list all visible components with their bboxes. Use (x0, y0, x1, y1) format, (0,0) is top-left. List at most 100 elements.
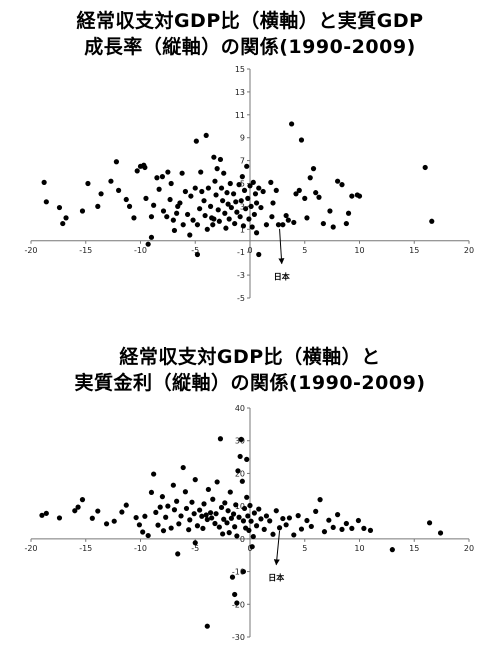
data-point (256, 185, 262, 191)
data-point (214, 166, 220, 172)
data-point (211, 216, 217, 222)
data-point (204, 226, 210, 232)
data-point (343, 220, 349, 227)
data-point (201, 198, 207, 204)
data-point (218, 504, 225, 511)
data-point (246, 216, 252, 222)
x-tick-label: -20 (24, 246, 37, 255)
data-point (215, 207, 221, 213)
data-point (276, 525, 283, 531)
data-point (134, 168, 140, 174)
data-point (136, 522, 143, 528)
data-point (339, 526, 345, 532)
data-point (199, 188, 205, 195)
data-point (253, 523, 260, 529)
data-point (194, 523, 201, 529)
data-point (165, 169, 171, 175)
data-point (194, 251, 201, 258)
data-point (142, 164, 148, 171)
data-point (192, 477, 198, 483)
y-tick-label: 11 (235, 111, 245, 120)
data-point (232, 524, 238, 530)
data-point (227, 489, 233, 495)
data-point (194, 222, 201, 228)
data-point (220, 198, 226, 204)
x-tick-label: 20 (464, 246, 474, 255)
data-point (133, 514, 139, 521)
data-point (207, 510, 214, 516)
data-point (236, 182, 242, 188)
y-tick-label: -30 (232, 633, 245, 642)
data-point (160, 208, 167, 214)
data-point (233, 502, 239, 508)
data-point (140, 529, 146, 535)
x-tick-label: -5 (191, 544, 199, 553)
data-point (426, 520, 433, 526)
data-point (267, 518, 273, 524)
y-tick-label: 40 (235, 404, 245, 413)
data-point (422, 164, 428, 171)
data-point (39, 512, 45, 518)
data-point (160, 528, 167, 534)
data-point (103, 521, 110, 527)
data-point (330, 524, 336, 531)
y-tick-label: 10 (235, 502, 245, 511)
data-point (165, 503, 171, 509)
data-point (283, 212, 289, 219)
data-point (210, 496, 216, 502)
data-point (168, 525, 174, 531)
data-point (228, 515, 234, 521)
data-point (335, 178, 341, 184)
data-point (197, 507, 203, 513)
data-point (330, 224, 336, 230)
data-point (241, 505, 248, 512)
data-point (252, 191, 259, 197)
data-point (43, 199, 49, 205)
data-point (298, 526, 305, 532)
x-tick-label: -20 (24, 544, 37, 553)
data-point (176, 521, 182, 527)
data-point (317, 497, 323, 503)
data-point (216, 524, 222, 530)
data-point (437, 530, 444, 536)
data-point (248, 203, 254, 209)
data-point (253, 200, 260, 206)
data-point (243, 206, 249, 212)
data-point (111, 518, 117, 524)
data-point (238, 436, 244, 443)
data-point (296, 187, 302, 193)
data-point (247, 502, 253, 509)
data-point (217, 156, 224, 163)
x-tick-label: 0 (247, 246, 252, 255)
data-point (234, 533, 240, 539)
x-tick-label: 15 (409, 544, 419, 553)
data-point (171, 507, 178, 513)
data-point (236, 514, 242, 520)
data-point (201, 501, 207, 507)
data-point (304, 517, 310, 524)
data-point (171, 227, 178, 234)
data-point (247, 183, 253, 189)
data-point (389, 547, 395, 553)
data-point (205, 486, 211, 493)
data-point (313, 508, 319, 514)
chart-title: 経常収支対GDP比（横軸）と実質GDP 成長率（縦軸）の関係(1990-2009… (0, 8, 500, 60)
x-tick-label: -10 (134, 246, 147, 255)
data-point (280, 515, 286, 522)
data-point (216, 218, 222, 224)
data-point (148, 234, 155, 240)
data-point (320, 220, 326, 227)
data-point (228, 204, 234, 211)
data-point (343, 520, 349, 527)
data-point (153, 509, 159, 515)
data-point (183, 505, 190, 512)
data-point (356, 193, 363, 199)
data-point (205, 185, 211, 191)
data-point (151, 202, 157, 208)
data-point (250, 179, 256, 185)
chart-gdp-growth: 経常収支対GDP比（横軸）と実質GDP 成長率（縦軸）の関係(1990-2009… (0, 0, 500, 320)
data-point (191, 511, 197, 517)
data-point (222, 210, 228, 216)
data-point (155, 522, 161, 528)
